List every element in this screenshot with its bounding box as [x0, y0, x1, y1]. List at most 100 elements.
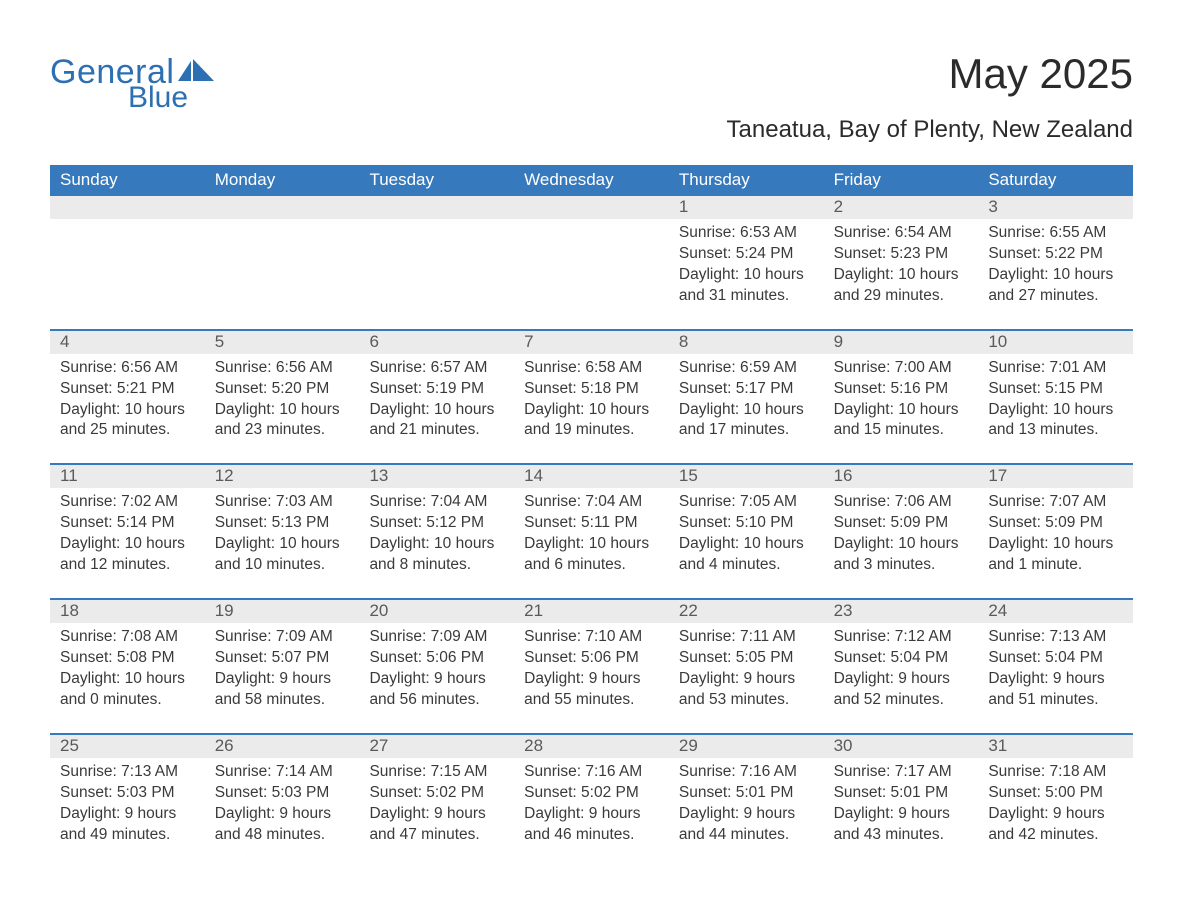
week: 45678910Sunrise: 6:56 AMSunset: 5:21 PMD… — [50, 329, 1133, 464]
day-sunset: Sunset: 5:19 PM — [369, 379, 504, 400]
day-daylight2: and 58 minutes. — [215, 690, 350, 711]
day-sunrise: Sunrise: 6:56 AM — [60, 358, 195, 379]
daynum-cell: 23 — [824, 600, 979, 623]
daynum-cell — [514, 196, 669, 219]
day-sunrise: Sunrise: 6:54 AM — [834, 223, 969, 244]
day-daylight1: Daylight: 9 hours — [369, 804, 504, 825]
day-cell: Sunrise: 7:11 AMSunset: 5:05 PMDaylight:… — [669, 623, 824, 733]
day-daylight2: and 0 minutes. — [60, 690, 195, 711]
day-cell: Sunrise: 7:09 AMSunset: 5:06 PMDaylight:… — [359, 623, 514, 733]
day-cell — [50, 219, 205, 329]
day-daylight2: and 1 minute. — [988, 555, 1123, 576]
day-sunrise: Sunrise: 7:06 AM — [834, 492, 969, 513]
daynum-cell: 3 — [978, 196, 1133, 219]
day-daylight2: and 10 minutes. — [215, 555, 350, 576]
day-daylight1: Daylight: 10 hours — [679, 265, 814, 286]
day-sunset: Sunset: 5:03 PM — [60, 783, 195, 804]
daynum-cell: 17 — [978, 465, 1133, 488]
daynum-cell: 20 — [359, 600, 514, 623]
day-daylight2: and 43 minutes. — [834, 825, 969, 846]
daynum-cell: 15 — [669, 465, 824, 488]
day-cell: Sunrise: 7:00 AMSunset: 5:16 PMDaylight:… — [824, 354, 979, 464]
day-cell: Sunrise: 7:03 AMSunset: 5:13 PMDaylight:… — [205, 488, 360, 598]
day-sunrise: Sunrise: 6:57 AM — [369, 358, 504, 379]
day-daylight2: and 25 minutes. — [60, 420, 195, 441]
day-daylight2: and 48 minutes. — [215, 825, 350, 846]
day-daylight1: Daylight: 10 hours — [988, 265, 1123, 286]
day-daylight2: and 15 minutes. — [834, 420, 969, 441]
day-daylight1: Daylight: 9 hours — [369, 669, 504, 690]
day-header-cell: Monday — [205, 165, 360, 196]
header-right: May 2025 Taneatua, Bay of Plenty, New Ze… — [727, 50, 1133, 144]
daynum-cell: 30 — [824, 735, 979, 758]
day-daylight2: and 44 minutes. — [679, 825, 814, 846]
day-sunset: Sunset: 5:24 PM — [679, 244, 814, 265]
day-sunset: Sunset: 5:22 PM — [988, 244, 1123, 265]
body-row: Sunrise: 6:53 AMSunset: 5:24 PMDaylight:… — [50, 219, 1133, 329]
daynum-cell — [50, 196, 205, 219]
day-cell: Sunrise: 7:02 AMSunset: 5:14 PMDaylight:… — [50, 488, 205, 598]
day-sunset: Sunset: 5:04 PM — [988, 648, 1123, 669]
day-sunrise: Sunrise: 7:05 AM — [679, 492, 814, 513]
day-sunrise: Sunrise: 7:16 AM — [524, 762, 659, 783]
daynum-row: 123 — [50, 196, 1133, 219]
day-cell: Sunrise: 7:14 AMSunset: 5:03 PMDaylight:… — [205, 758, 360, 868]
day-cell: Sunrise: 7:04 AMSunset: 5:12 PMDaylight:… — [359, 488, 514, 598]
day-daylight1: Daylight: 9 hours — [834, 804, 969, 825]
day-cell: Sunrise: 7:12 AMSunset: 5:04 PMDaylight:… — [824, 623, 979, 733]
day-cell: Sunrise: 7:10 AMSunset: 5:06 PMDaylight:… — [514, 623, 669, 733]
day-cell: Sunrise: 7:09 AMSunset: 5:07 PMDaylight:… — [205, 623, 360, 733]
daynum-cell: 18 — [50, 600, 205, 623]
day-daylight2: and 56 minutes. — [369, 690, 504, 711]
daynum-cell: 14 — [514, 465, 669, 488]
week: 11121314151617Sunrise: 7:02 AMSunset: 5:… — [50, 463, 1133, 598]
day-daylight1: Daylight: 9 hours — [988, 804, 1123, 825]
day-sunset: Sunset: 5:12 PM — [369, 513, 504, 534]
daynum-cell: 13 — [359, 465, 514, 488]
day-cell: Sunrise: 7:04 AMSunset: 5:11 PMDaylight:… — [514, 488, 669, 598]
day-daylight2: and 12 minutes. — [60, 555, 195, 576]
day-daylight1: Daylight: 9 hours — [988, 669, 1123, 690]
logo-text-blue: Blue — [128, 83, 216, 113]
day-sunrise: Sunrise: 7:07 AM — [988, 492, 1123, 513]
day-daylight2: and 13 minutes. — [988, 420, 1123, 441]
day-sunset: Sunset: 5:05 PM — [679, 648, 814, 669]
day-sunset: Sunset: 5:01 PM — [834, 783, 969, 804]
day-cell: Sunrise: 6:58 AMSunset: 5:18 PMDaylight:… — [514, 354, 669, 464]
daynum-cell: 2 — [824, 196, 979, 219]
daynum-cell: 8 — [669, 331, 824, 354]
day-cell: Sunrise: 7:17 AMSunset: 5:01 PMDaylight:… — [824, 758, 979, 868]
day-cell: Sunrise: 6:54 AMSunset: 5:23 PMDaylight:… — [824, 219, 979, 329]
day-sunrise: Sunrise: 7:13 AM — [60, 762, 195, 783]
day-cell: Sunrise: 7:15 AMSunset: 5:02 PMDaylight:… — [359, 758, 514, 868]
day-cell: Sunrise: 6:56 AMSunset: 5:21 PMDaylight:… — [50, 354, 205, 464]
day-cell: Sunrise: 6:56 AMSunset: 5:20 PMDaylight:… — [205, 354, 360, 464]
day-daylight2: and 46 minutes. — [524, 825, 659, 846]
daynum-cell — [205, 196, 360, 219]
day-daylight1: Daylight: 9 hours — [524, 804, 659, 825]
daynum-cell: 24 — [978, 600, 1133, 623]
day-daylight1: Daylight: 10 hours — [369, 400, 504, 421]
title-month: May 2025 — [727, 50, 1133, 98]
day-daylight1: Daylight: 10 hours — [834, 400, 969, 421]
daynum-row: 25262728293031 — [50, 735, 1133, 758]
daynum-cell: 11 — [50, 465, 205, 488]
day-sunrise: Sunrise: 6:58 AM — [524, 358, 659, 379]
day-sunset: Sunset: 5:21 PM — [60, 379, 195, 400]
day-daylight2: and 47 minutes. — [369, 825, 504, 846]
day-cell: Sunrise: 6:53 AMSunset: 5:24 PMDaylight:… — [669, 219, 824, 329]
day-sunrise: Sunrise: 7:17 AM — [834, 762, 969, 783]
day-daylight1: Daylight: 10 hours — [60, 400, 195, 421]
day-daylight1: Daylight: 9 hours — [679, 669, 814, 690]
day-sunset: Sunset: 5:03 PM — [215, 783, 350, 804]
daynum-cell: 1 — [669, 196, 824, 219]
day-sunset: Sunset: 5:11 PM — [524, 513, 659, 534]
day-sunset: Sunset: 5:23 PM — [834, 244, 969, 265]
day-cell: Sunrise: 7:08 AMSunset: 5:08 PMDaylight:… — [50, 623, 205, 733]
day-daylight2: and 42 minutes. — [988, 825, 1123, 846]
day-cell: Sunrise: 7:05 AMSunset: 5:10 PMDaylight:… — [669, 488, 824, 598]
day-sunset: Sunset: 5:08 PM — [60, 648, 195, 669]
day-sunrise: Sunrise: 7:04 AM — [524, 492, 659, 513]
daynum-cell: 21 — [514, 600, 669, 623]
day-sunrise: Sunrise: 7:09 AM — [369, 627, 504, 648]
